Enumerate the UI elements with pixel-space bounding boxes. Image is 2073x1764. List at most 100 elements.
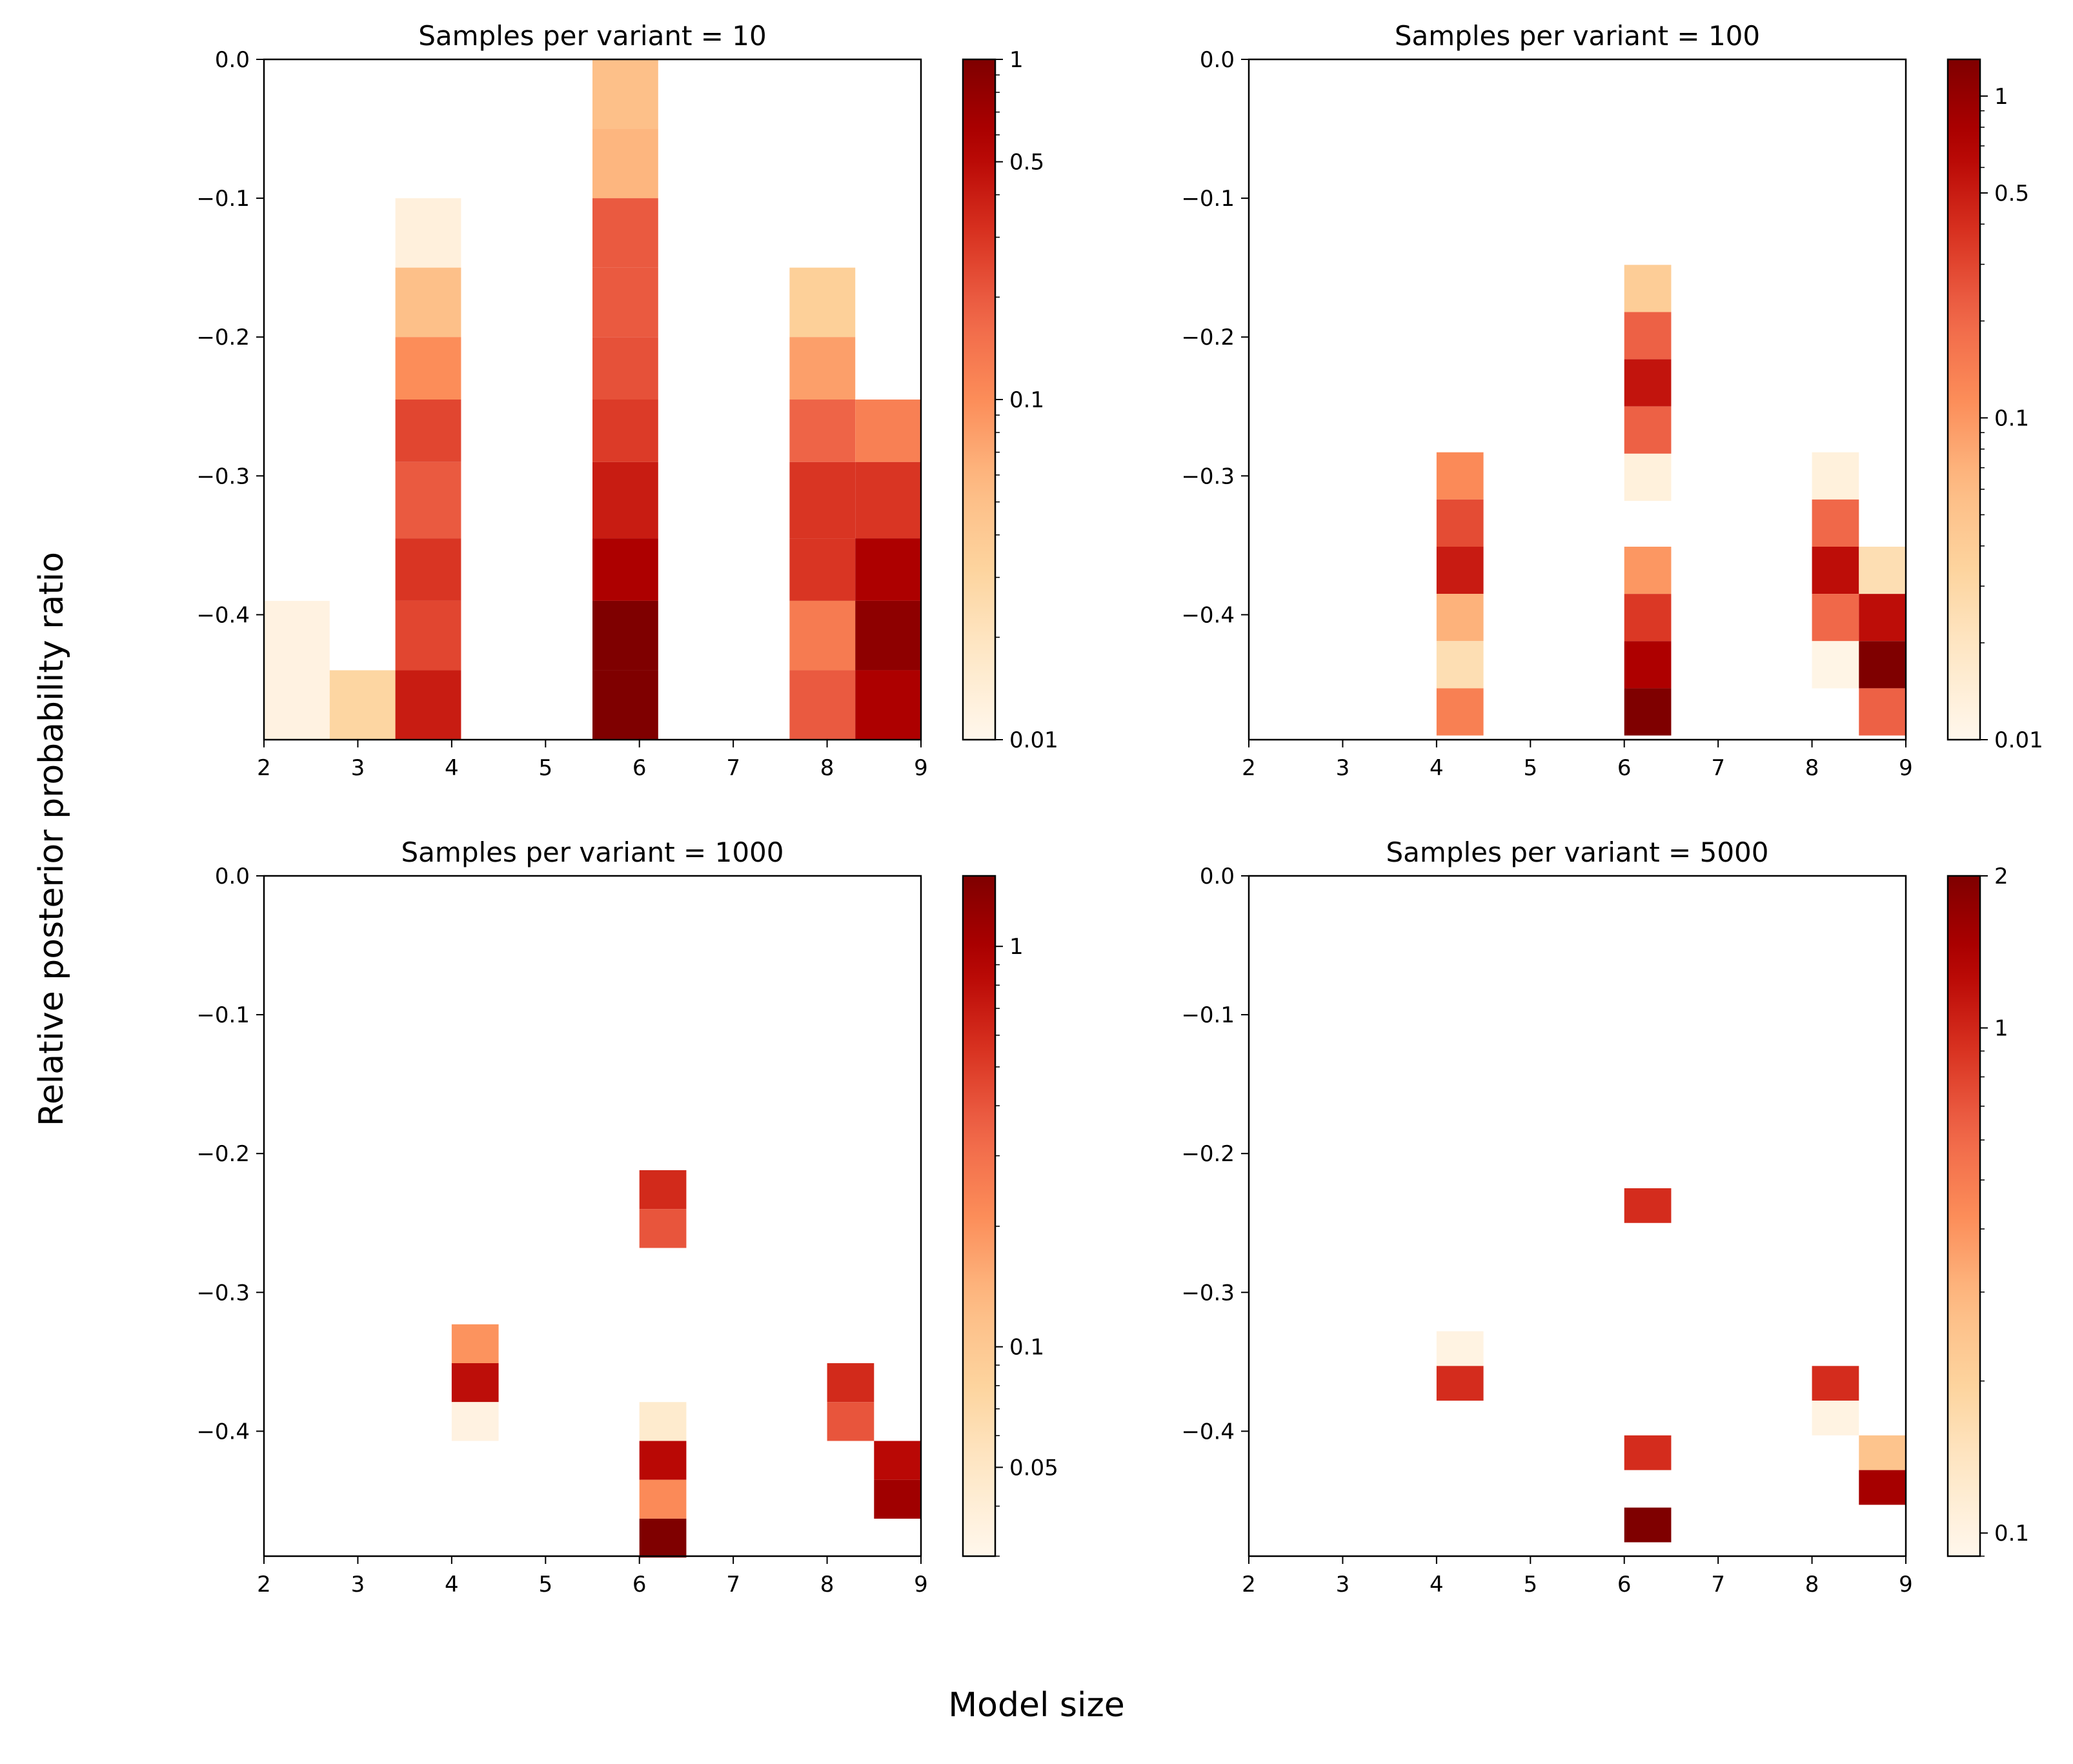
heatmap-cell <box>1436 547 1484 594</box>
heatmap-cell <box>1624 406 1672 454</box>
heatmap-cell <box>1436 499 1484 547</box>
y-tick-label: 0.0 <box>215 864 250 889</box>
heatmap-cell <box>1624 359 1672 407</box>
heatmap-cell <box>329 670 396 740</box>
heatmap-cell <box>1812 452 1859 500</box>
heatmap-cell <box>789 337 856 400</box>
heatmap-cell <box>639 1479 687 1519</box>
x-tick-label: 2 <box>257 1572 271 1597</box>
heatmap-cell <box>1436 1331 1484 1366</box>
heatmap-cell <box>451 1324 499 1364</box>
x-tick-label: 8 <box>820 755 834 781</box>
colorbar <box>963 876 995 1556</box>
heatmap-cell <box>789 600 856 671</box>
heatmap-cell <box>1436 641 1484 689</box>
x-tick-label: 6 <box>632 755 647 781</box>
heatmap-cell <box>789 267 856 338</box>
heatmap-cell <box>592 337 658 400</box>
heatmap-cell <box>1624 453 1672 502</box>
heatmap-cell <box>1812 1401 1859 1435</box>
colorbar <box>1948 876 1980 1556</box>
axes-frame <box>263 58 922 741</box>
x-tick-label: 2 <box>257 755 271 781</box>
colorbar-tick-label: 0.05 <box>1009 1455 1058 1481</box>
heatmap-cell <box>639 1170 687 1210</box>
x-tick-label: 7 <box>1711 755 1725 781</box>
x-tick-label: 8 <box>820 1572 834 1597</box>
colorbar-tick-label: 0.01 <box>1994 727 2043 753</box>
subplot-3: Samples per variant = 1000 2 3 4 5 6 7 8 9 0.0 −0.… <box>196 836 1058 1597</box>
axes-frame <box>1248 58 1907 741</box>
heatmap-cell <box>639 1441 687 1480</box>
x-tick-label: 5 <box>538 1572 552 1597</box>
y-tick-label: −0.2 <box>1181 325 1235 350</box>
heatmap-cell <box>1859 688 1906 736</box>
heatmap-cell <box>1624 594 1672 642</box>
heatmap-cell <box>1624 547 1672 594</box>
heatmap-cell <box>1812 499 1859 547</box>
y-tick-label: −0.3 <box>196 1280 250 1306</box>
heatmap-cell <box>1624 1507 1672 1543</box>
x-tick-label: 5 <box>538 755 552 781</box>
x-tick-label: 2 <box>1242 755 1256 781</box>
heatmap-cell <box>592 538 658 601</box>
x-tick-label: 5 <box>1523 1572 1537 1597</box>
heatmap-cell <box>789 400 856 462</box>
x-tick-label: 7 <box>726 1572 740 1597</box>
colorbar <box>963 59 995 740</box>
heatmap-cell <box>395 337 461 400</box>
heatmap-cell <box>789 538 856 601</box>
colorbar-frame <box>962 875 996 1557</box>
colorbar-tick-label: 0.1 <box>1009 1335 1044 1361</box>
heatmap-cell <box>1859 594 1906 642</box>
y-tick-label: 0.0 <box>1200 47 1235 73</box>
colorbar-tick-label: 1 <box>1994 84 2008 110</box>
x-tick-label: 2 <box>1242 1572 1256 1597</box>
heatmap-cell <box>1624 688 1672 736</box>
heatmap-cell <box>1436 1366 1484 1401</box>
heatmap-cell <box>592 267 658 338</box>
y-tick-label: −0.1 <box>196 1002 250 1028</box>
heatmap-cell <box>855 461 921 539</box>
x-tick-label: 8 <box>1805 1572 1819 1597</box>
colorbar-frame <box>1947 58 1981 741</box>
y-tick-label: −0.2 <box>1181 1141 1235 1167</box>
x-tick-label: 4 <box>445 755 459 781</box>
heatmap-cell <box>855 670 921 740</box>
y-tick-label: −0.2 <box>196 1141 250 1167</box>
y-tick-label: −0.4 <box>196 602 250 628</box>
x-tick-label: 4 <box>1430 755 1444 781</box>
heatmap-cell <box>451 1363 499 1403</box>
heatmap-cell <box>395 267 461 338</box>
colorbar-tick-label: 0.1 <box>1994 1521 2029 1546</box>
heatmap-cell <box>1812 547 1859 594</box>
y-tick-label: −0.1 <box>196 186 250 212</box>
heatmap-cell <box>639 1209 687 1248</box>
heatmap-cell <box>639 1402 687 1441</box>
heatmap-cell <box>789 461 856 539</box>
y-tick-label: −0.3 <box>1181 1280 1235 1306</box>
colorbar-tick-label: 1 <box>1009 934 1024 960</box>
x-tick-label: 8 <box>1805 755 1819 781</box>
figure-y-label: Relative posterior probability ratio <box>32 552 71 1126</box>
x-tick-label: 9 <box>914 755 928 781</box>
x-tick-label: 6 <box>1617 755 1632 781</box>
x-tick-label: 4 <box>1430 1572 1444 1597</box>
heatmap-cell <box>639 1518 687 1558</box>
x-tick-label: 3 <box>1336 755 1350 781</box>
colorbar-tick-label: 0.01 <box>1009 727 1058 753</box>
y-tick-label: −0.3 <box>196 463 250 489</box>
subplot-title: Samples per variant = 5000 <box>1386 836 1769 868</box>
y-tick-label: −0.4 <box>196 1419 250 1445</box>
x-tick-label: 9 <box>1899 1572 1913 1597</box>
x-tick-label: 7 <box>1711 1572 1725 1597</box>
x-tick-label: 4 <box>445 1572 459 1597</box>
heatmap-cell <box>1859 1435 1906 1470</box>
colorbar-tick-label: 1 <box>1009 47 1024 73</box>
subplot-4: Samples per variant = 5000 2 3 4 5 6 7 8 9 0.0 −0.… <box>1181 836 2029 1597</box>
colorbar-tick-label: 0.5 <box>1009 150 1044 176</box>
heatmap-cell <box>1812 641 1859 689</box>
heatmap-cell <box>1859 641 1906 689</box>
colorbar-tick-label: 0.1 <box>1994 405 2029 431</box>
heatmap-cell <box>855 538 921 601</box>
